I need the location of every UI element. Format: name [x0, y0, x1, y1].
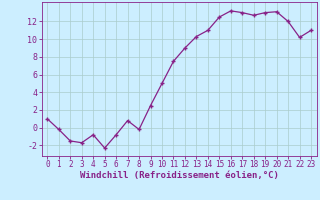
X-axis label: Windchill (Refroidissement éolien,°C): Windchill (Refroidissement éolien,°C) — [80, 171, 279, 180]
